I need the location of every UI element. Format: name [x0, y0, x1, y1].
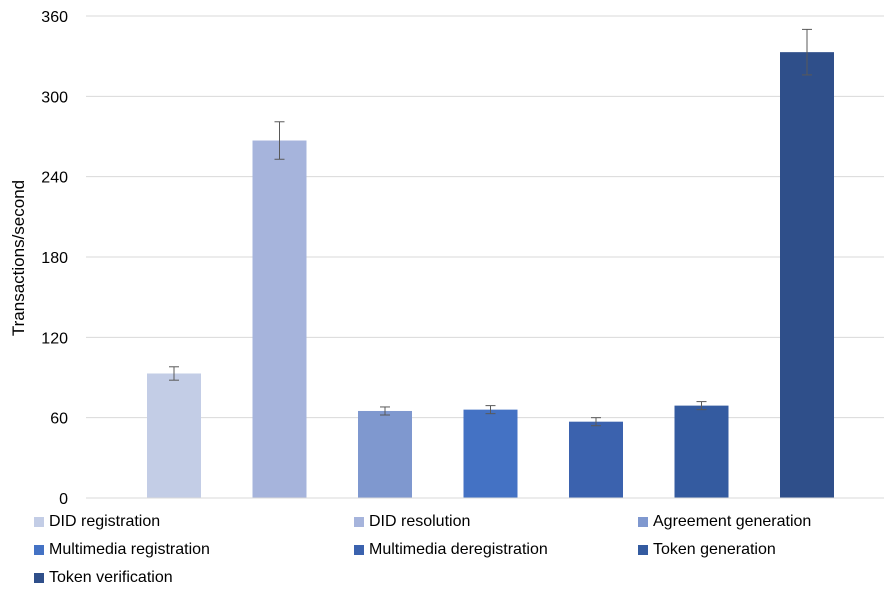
legend-item: Multimedia deregistration: [354, 539, 548, 561]
y-axis-label: Transactions/second: [9, 180, 28, 336]
legend-item: Agreement generation: [638, 511, 811, 533]
legend-swatch: [34, 573, 44, 583]
legend-swatch: [34, 545, 44, 555]
bar-did-resolution: [252, 140, 307, 498]
legend-item: Multimedia registration: [34, 539, 210, 561]
bar-did-registration: [147, 373, 201, 498]
y-tick-label: 180: [41, 250, 68, 267]
error-bar: [696, 401, 707, 411]
error-bar: [380, 406, 390, 416]
legend-label: Multimedia deregistration: [369, 541, 548, 558]
y-tick-label: 240: [41, 170, 68, 187]
error-bar: [802, 28, 812, 76]
legend-label: DID resolution: [369, 513, 471, 530]
y-tick-label: 360: [41, 9, 68, 26]
bar-multimedia-deregistration: [569, 421, 623, 498]
error-bar: [485, 405, 496, 415]
y-tick-label: 300: [41, 89, 68, 106]
y-tick-label: 60: [50, 411, 68, 428]
bar-token-generation: [674, 405, 729, 498]
bar-token-verification: [780, 52, 834, 499]
legend-item: Token verification: [34, 567, 173, 589]
legend-label: Multimedia registration: [49, 541, 210, 558]
legend-item: DID resolution: [354, 511, 470, 533]
gridlines: [86, 15, 884, 419]
error-bar: [274, 121, 285, 160]
legend-label: Agreement generation: [653, 513, 812, 530]
legend-swatch: [354, 517, 364, 527]
y-axis-ticks: 0 60 120 180 240 300 360: [41, 9, 68, 508]
legend-label: Token generation: [653, 541, 776, 558]
error-bars: [169, 28, 812, 427]
legend-item: Token generation: [638, 539, 776, 561]
error-bar: [591, 417, 601, 427]
bar-agreement-generation: [358, 410, 412, 498]
legend-label: Token verification: [49, 569, 173, 586]
y-tick-label: 0: [59, 491, 68, 508]
legend-label: DID registration: [49, 513, 161, 530]
bar-multimedia-registration: [463, 409, 518, 498]
legend-item: DID registration: [34, 511, 160, 533]
bars: [147, 52, 834, 499]
error-bar: [169, 366, 179, 381]
legend-swatch: [638, 545, 648, 555]
y-tick-label: 120: [41, 330, 68, 347]
legend-swatch: [34, 517, 44, 527]
legend-swatch: [354, 545, 364, 555]
legend-swatch: [638, 517, 648, 527]
